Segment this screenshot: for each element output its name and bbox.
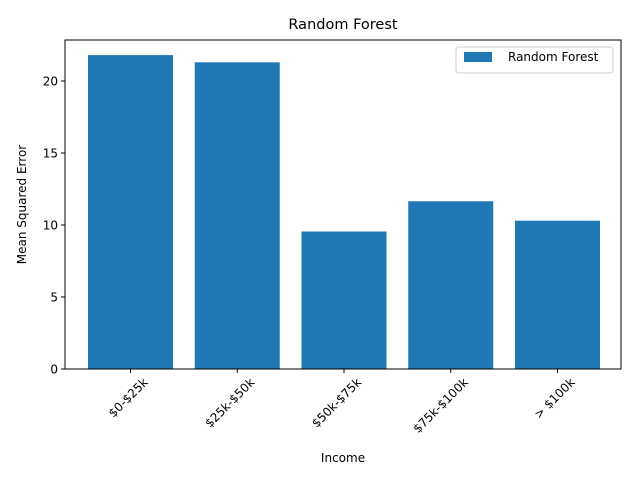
legend-frame <box>455 46 614 74</box>
y-tick-label-3: 15 <box>43 147 58 161</box>
bar-2 <box>301 231 387 369</box>
x-tick-label-1: $25k-$50k <box>202 375 257 430</box>
legend: Random Forest <box>455 46 614 74</box>
plot-frame <box>64 39 622 370</box>
chart-title: Random Forest <box>288 17 397 33</box>
y-tick-label-4: 20 <box>43 75 58 89</box>
bar-0 <box>88 55 173 369</box>
legend-label: Random Forest <box>508 50 599 64</box>
y-tick-label-0: 0 <box>50 363 58 377</box>
y-tick-label-2: 10 <box>43 219 58 233</box>
bars-group <box>88 55 600 369</box>
x-axis-ticks: $0-$25k $25k-$50k $50k-$75k $75k-$100k > $10… <box>106 369 578 436</box>
x-axis-label: Income <box>321 451 365 465</box>
x-tick-label-4: > $100k <box>531 375 577 421</box>
bar-4 <box>515 220 600 369</box>
x-tick-label-2: $50k-$75k <box>309 375 364 430</box>
y-axis-label: Mean Squared Error <box>15 145 29 265</box>
legend-swatch <box>464 52 492 62</box>
y-tick-label-1: 5 <box>50 291 58 305</box>
bar-3 <box>408 201 494 369</box>
y-axis-ticks: 0 5 10 15 20 <box>43 75 65 377</box>
x-tick-label-3: $75k-$100k <box>410 375 471 436</box>
x-tick-label-0: $0-$25k <box>106 375 151 420</box>
bar-1 <box>194 62 280 369</box>
